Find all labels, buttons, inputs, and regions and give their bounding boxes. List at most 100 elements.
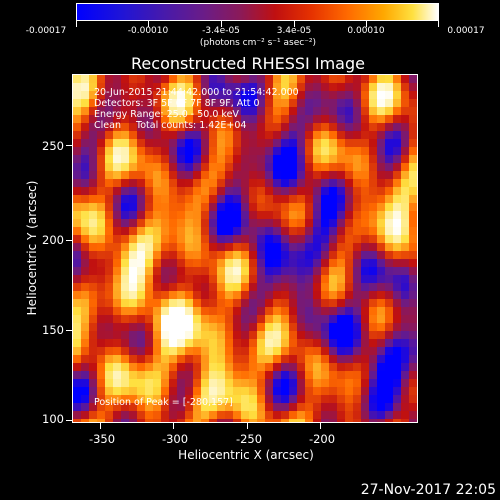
heatmap-pixel bbox=[89, 283, 98, 292]
heatmap-pixel bbox=[385, 267, 394, 276]
heatmap-pixel bbox=[345, 323, 354, 332]
heatmap-pixel bbox=[137, 75, 146, 84]
heatmap-pixel bbox=[385, 211, 394, 220]
heatmap-pixel bbox=[265, 187, 274, 196]
heatmap-pixel bbox=[345, 107, 354, 116]
heatmap-pixel bbox=[177, 75, 186, 84]
heatmap-pixel bbox=[177, 147, 186, 156]
heatmap-pixel bbox=[393, 411, 402, 420]
heatmap-pixel bbox=[73, 91, 82, 100]
heatmap-pixel bbox=[313, 91, 322, 100]
heatmap-pixel bbox=[73, 171, 82, 180]
heatmap-pixel bbox=[113, 347, 122, 356]
heatmap-pixel bbox=[273, 187, 282, 196]
heatmap-pixel bbox=[377, 123, 386, 132]
heatmap-pixel bbox=[305, 171, 314, 180]
heatmap-pixel bbox=[297, 339, 306, 348]
heatmap-pixel bbox=[137, 395, 146, 404]
heatmap-pixel bbox=[329, 131, 338, 140]
heatmap-pixel bbox=[145, 243, 154, 252]
heatmap-pixel bbox=[113, 387, 122, 396]
heatmap-pixel bbox=[97, 99, 106, 108]
heatmap-pixel bbox=[377, 395, 386, 404]
heatmap-pixel bbox=[289, 75, 298, 84]
heatmap-pixel bbox=[129, 403, 138, 412]
heatmap-pixel bbox=[169, 355, 178, 364]
heatmap-pixel bbox=[257, 219, 266, 228]
heatmap-pixel bbox=[185, 139, 194, 148]
heatmap-pixel bbox=[409, 355, 417, 364]
heatmap-pixel bbox=[377, 339, 386, 348]
heatmap-pixel bbox=[121, 75, 130, 84]
heatmap-pixel bbox=[369, 331, 378, 340]
heatmap-pixel bbox=[169, 163, 178, 172]
heatmap-pixel bbox=[97, 291, 106, 300]
heatmap-pixel bbox=[209, 363, 218, 372]
heatmap-pixel bbox=[201, 363, 210, 372]
heatmap-pixel bbox=[201, 235, 210, 244]
heatmap-pixel bbox=[81, 83, 90, 92]
heatmap-pixel bbox=[313, 363, 322, 372]
heatmap-pixel bbox=[145, 155, 154, 164]
heatmap-pixel bbox=[297, 75, 306, 84]
heatmap-pixel bbox=[193, 75, 202, 84]
heatmap-pixel bbox=[393, 131, 402, 140]
heatmap-pixel bbox=[377, 131, 386, 140]
heatmap-pixel bbox=[137, 387, 146, 396]
heatmap-pixel bbox=[257, 227, 266, 236]
heatmap-pixel bbox=[233, 283, 242, 292]
heatmap-pixel bbox=[313, 315, 322, 324]
heatmap-pixel bbox=[145, 211, 154, 220]
heatmap-pixel bbox=[129, 395, 138, 404]
heatmap-pixel bbox=[81, 211, 90, 220]
heatmap-pixel bbox=[201, 195, 210, 204]
heatmap-pixel bbox=[305, 227, 314, 236]
heatmap-pixel bbox=[337, 411, 346, 420]
heatmap-pixel bbox=[73, 147, 82, 156]
heatmap-pixel bbox=[233, 211, 242, 220]
heatmap-pixel bbox=[81, 387, 90, 396]
heatmap-pixel bbox=[225, 187, 234, 196]
heatmap-pixel bbox=[393, 339, 402, 348]
heatmap-pixel bbox=[265, 419, 274, 422]
heatmap-pixel bbox=[225, 163, 234, 172]
colorbar-tick bbox=[76, 21, 77, 27]
heatmap-pixel bbox=[217, 395, 226, 404]
heatmap-pixel bbox=[153, 403, 162, 412]
heatmap-pixel bbox=[233, 171, 242, 180]
heatmap-pixel bbox=[81, 323, 90, 332]
heatmap-pixel bbox=[345, 171, 354, 180]
heatmap-pixel bbox=[305, 283, 314, 292]
heatmap-pixel bbox=[105, 275, 114, 284]
heatmap-pixel bbox=[305, 411, 314, 420]
heatmap-pixel bbox=[401, 139, 410, 148]
heatmap-pixel bbox=[241, 419, 250, 422]
heatmap-pixel bbox=[353, 283, 362, 292]
heatmap-pixel bbox=[241, 291, 250, 300]
heatmap-pixel bbox=[201, 115, 210, 124]
heatmap-pixel bbox=[169, 83, 178, 92]
heatmap-pixel bbox=[345, 99, 354, 108]
heatmap-pixel bbox=[289, 243, 298, 252]
heatmap-pixel bbox=[401, 315, 410, 324]
heatmap-pixel bbox=[345, 379, 354, 388]
heatmap-pixel bbox=[241, 75, 250, 84]
heatmap-pixel bbox=[321, 299, 330, 308]
heatmap-pixel bbox=[249, 275, 258, 284]
heatmap-pixel bbox=[241, 259, 250, 268]
heatmap-pixel bbox=[305, 259, 314, 268]
heatmap-pixel bbox=[121, 187, 130, 196]
heatmap-pixel bbox=[193, 299, 202, 308]
heatmap-pixel bbox=[73, 419, 82, 422]
heatmap-pixel bbox=[193, 107, 202, 116]
heatmap-pixel bbox=[297, 123, 306, 132]
heatmap-pixel bbox=[225, 411, 234, 420]
heatmap-pixel bbox=[201, 211, 210, 220]
heatmap-pixel bbox=[281, 235, 290, 244]
heatmap-pixel bbox=[385, 139, 394, 148]
heatmap-pixel bbox=[329, 203, 338, 212]
heatmap-pixel bbox=[305, 331, 314, 340]
heatmap-pixel bbox=[385, 283, 394, 292]
heatmap-pixel bbox=[201, 155, 210, 164]
heatmap-pixel bbox=[241, 339, 250, 348]
